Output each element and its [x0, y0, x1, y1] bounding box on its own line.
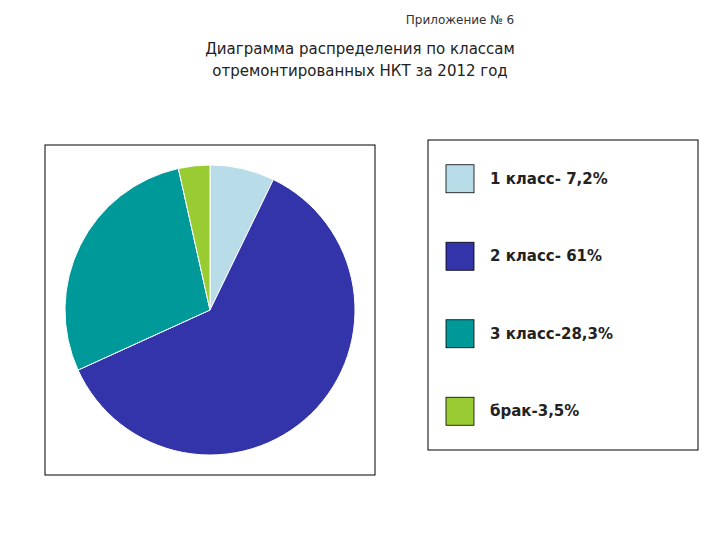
legend-label: 3 класс-28,3% — [490, 325, 613, 343]
legend-label: 2 класс- 61% — [490, 247, 602, 265]
pie-frame — [45, 145, 375, 475]
legend-swatch — [446, 242, 474, 270]
pie-slice — [178, 165, 210, 310]
legend-label: 1 класс- 7,2% — [490, 170, 608, 188]
legend-swatch — [446, 397, 474, 425]
legend-swatch — [446, 320, 474, 348]
legend-swatch — [446, 165, 474, 193]
chart: Приложение № 6 Диаграмма распределения по… — [0, 0, 720, 540]
legend: 1 класс- 7,2% 2 класс- 61% 3 класс-28,3% бр… — [428, 140, 698, 450]
pie — [65, 165, 355, 455]
chart-container: Приложение № 6 Диаграмма распределения по… — [0, 0, 720, 540]
legend-frame — [428, 140, 698, 450]
legend-label: брак-3,5% — [490, 402, 579, 420]
subtitle: отремонтированных НКТ за 2012 год — [212, 62, 507, 80]
annotation: Приложение № 6 — [406, 13, 514, 27]
title: Диаграмма распределения по классам — [205, 40, 515, 58]
